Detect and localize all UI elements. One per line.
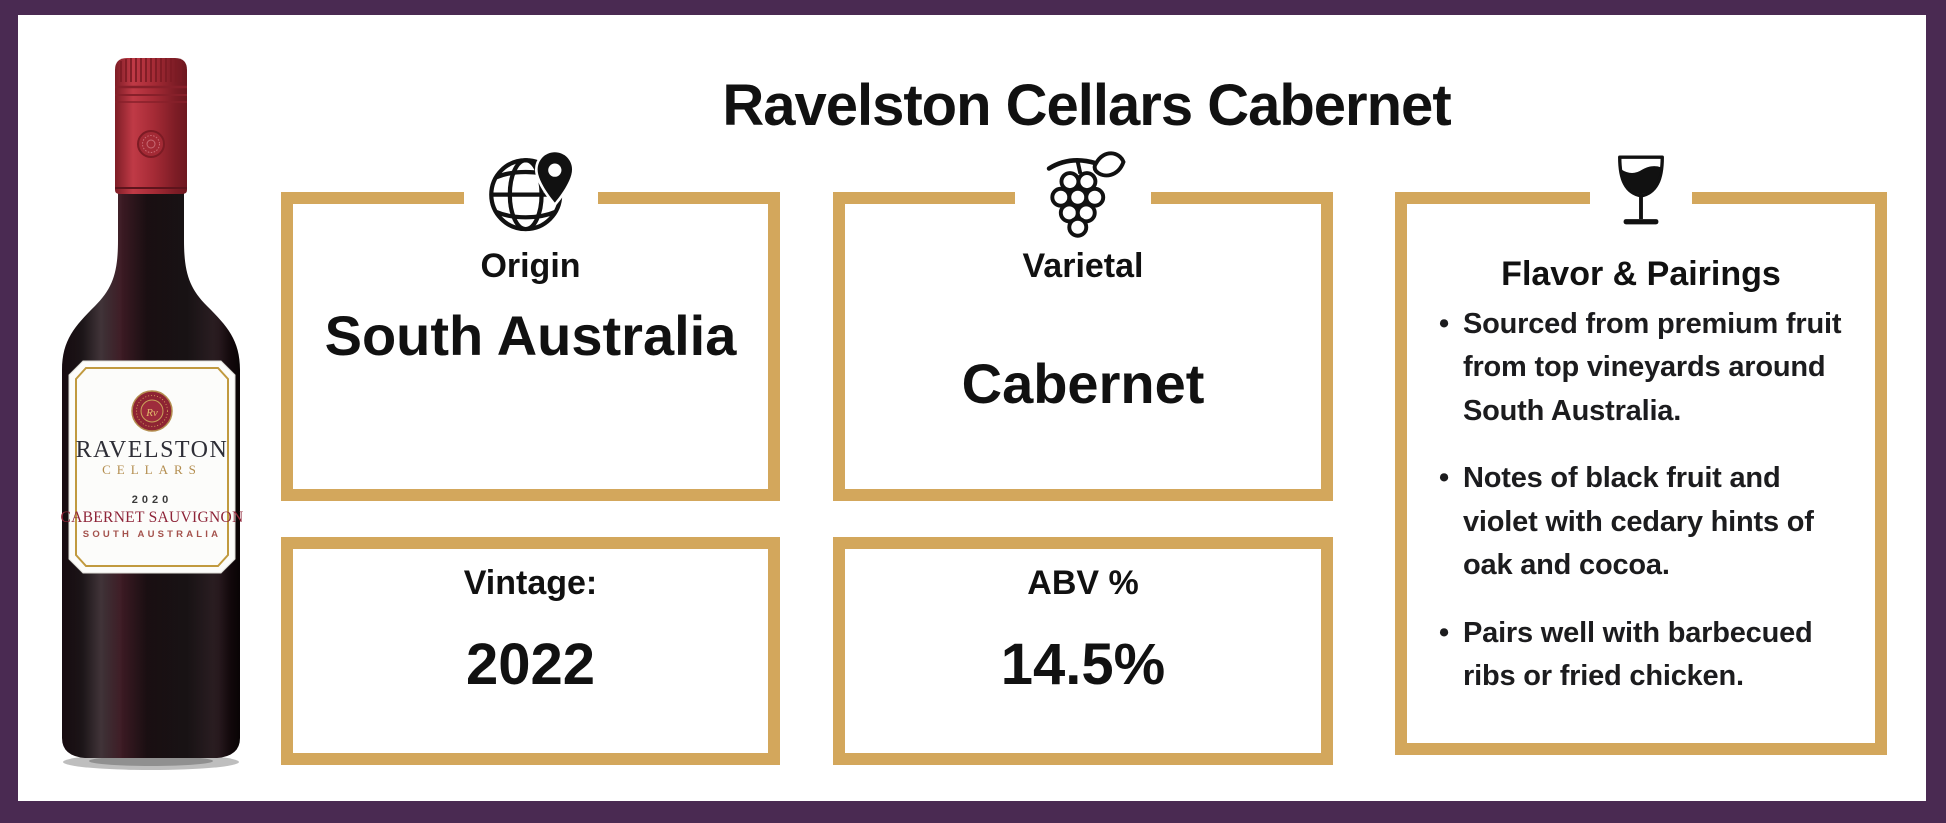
origin-value: South Australia xyxy=(324,303,737,367)
varietal-card: Varietal Cabernet xyxy=(833,145,1333,501)
label-monogram: Rv xyxy=(145,407,158,419)
wine-glass-svg xyxy=(1618,155,1664,225)
wine-bottle-image: Rv RAVELSTON CELLARS 2020 CABERNET SAUVI… xyxy=(51,40,251,776)
globe-location-icon xyxy=(463,149,598,235)
bottle-front-label: Rv RAVELSTON CELLARS 2020 CABERNET SAUVI… xyxy=(61,360,244,574)
vintage-label: Vintage: xyxy=(463,564,598,602)
grapes-svg xyxy=(1046,151,1126,238)
abv-label: ABV % xyxy=(1027,564,1139,602)
origin-card: Origin South Australia xyxy=(281,149,780,501)
grapes-icon xyxy=(1015,145,1151,239)
abv-card: ABV % 14.5% xyxy=(833,537,1333,765)
vintage-card: Vintage: 2022 xyxy=(281,537,780,765)
page-title: Ravelston Cellars Cabernet xyxy=(722,72,1451,138)
flavor-pairings-label: Flavor & Pairings xyxy=(1501,255,1781,293)
bottle-shadow-core xyxy=(89,756,213,766)
label-vintage: 2020 xyxy=(132,494,172,506)
label-brand: RAVELSTON xyxy=(76,437,229,463)
label-sub-brand: CELLARS xyxy=(102,462,202,477)
flavor-bullet: Sourced from premium fruit from top vine… xyxy=(1437,303,1859,434)
origin-label: Origin xyxy=(480,247,581,285)
flavor-pairings-card: Flavor & Pairings Sourced from premium f… xyxy=(1395,138,1887,755)
wine-bottle-svg: Rv RAVELSTON CELLARS 2020 CABERNET SAUVI… xyxy=(61,58,244,770)
varietal-label: Varietal xyxy=(1022,247,1144,285)
wine-glass-icon xyxy=(1590,138,1692,246)
label-region: SOUTH AUSTRALIA xyxy=(83,529,221,540)
flavor-bullet: Pairs well with barbecued ribs or fried … xyxy=(1437,612,1859,699)
globe-location-svg xyxy=(488,149,575,232)
flavor-bullet: Notes of black fruit and violet with ced… xyxy=(1437,457,1859,588)
label-emblem: Rv xyxy=(131,390,173,432)
bottle-cap xyxy=(115,58,187,194)
label-varietal: CABERNET SAUVIGNON xyxy=(61,509,244,526)
varietal-value: Cabernet xyxy=(961,351,1205,415)
flavor-bullet-list: Sourced from premium fruit from top vine… xyxy=(1407,303,1875,699)
vintage-value: 2022 xyxy=(465,631,596,697)
abv-value: 14.5% xyxy=(1000,631,1166,697)
